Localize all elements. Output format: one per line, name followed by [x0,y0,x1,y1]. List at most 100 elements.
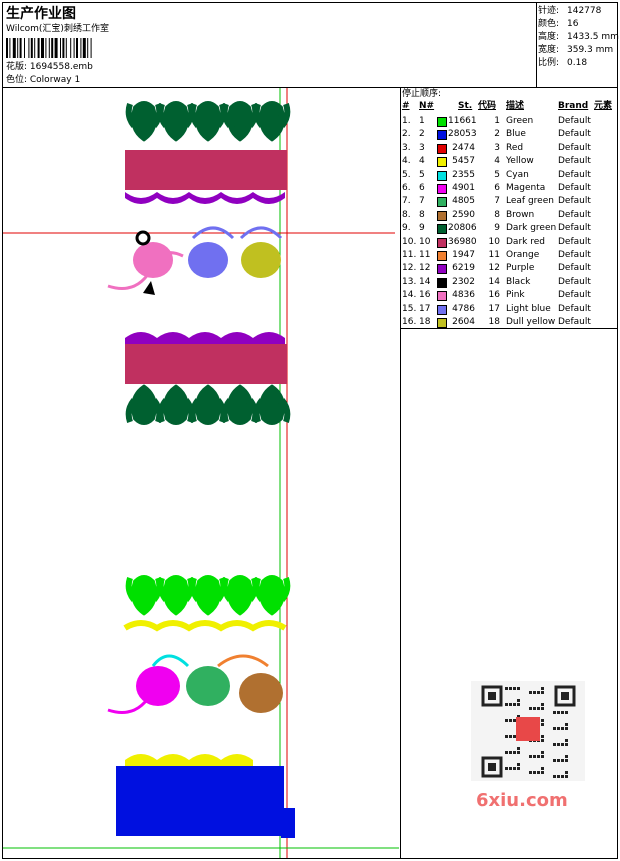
sequence-idx: 9. [402,223,411,234]
leaf-motif [125,101,163,142]
embroidery-preview [3,88,399,858]
sequence-st: 4805 [452,196,475,207]
color-swatch [437,291,447,302]
leaf-motif [189,384,227,425]
sequence-brand: Default [558,263,591,274]
sequence-brand: Default [558,169,591,180]
sequence-brand: Default [558,209,591,220]
leaf-motif [157,575,195,616]
sequence-brand: Default [558,142,591,153]
color-swatch [437,277,447,288]
sequence-n: 18 [419,317,431,327]
leaf-row-green [125,575,291,616]
seal-stamp [516,717,540,741]
leaf-row-2 [125,384,291,425]
sequence-st: 6219 [452,263,475,274]
color-swatch [437,237,447,248]
sequence-box [400,87,618,329]
sequence-idx: 14. [402,290,417,301]
design-file-label: 花版: 1694558.emb [6,62,93,72]
sequence-n: 8 [419,209,425,220]
color-swatch [437,264,447,275]
sequence-st: 36980 [448,236,477,247]
sequence-desc: Light blue [506,303,551,314]
sequence-brand: Default [558,317,591,327]
stat-label: 颜色: [538,19,560,29]
sequence-desc: Yellow [506,156,534,167]
sequence-st: 4836 [452,290,475,301]
sequence-st: 28053 [448,129,477,140]
sequence-brand: Default [558,223,591,234]
qr-code [471,681,585,781]
company-name: Wilcom(汇宝)刺绣工作室 [6,24,109,34]
sequence-st: 4786 [452,303,475,314]
sequence-code: 11 [488,250,500,260]
blue-lace-band [116,754,295,838]
sequence-desc: Leaf green [506,196,554,207]
sequence-n: 10 [419,236,431,247]
sequence-st: 20806 [448,223,477,234]
leaf-motif [157,101,195,142]
sequence-code: 14 [488,276,500,287]
design-area [2,87,401,859]
sequence-desc: Brown [506,209,535,220]
sequence-idx: 5. [402,169,411,180]
sequence-n: 17 [419,303,431,314]
stop-sequence-title: 停止顺序: [402,89,442,99]
sequence-code: 12 [488,263,500,274]
sequence-code: 9 [494,223,500,234]
stat-value: 1433.5 mm [567,32,619,42]
leaf-motif [221,101,259,142]
leaf-motif [221,575,259,616]
sequence-idx: 3. [402,142,411,153]
leaf-motif [253,101,291,142]
floral-row-1 [107,226,283,295]
sequence-n: 4 [419,156,425,167]
sequence-header: 描述 [506,101,525,111]
sequence-code: 8 [494,209,500,220]
color-swatch [437,197,447,208]
sequence-idx: 2. [402,129,411,140]
leaf-motif [189,575,227,616]
sequence-idx: 13. [402,276,417,287]
leaf-motif [253,575,291,616]
color-swatch [437,210,447,221]
sequence-header: 元素 [594,101,613,111]
stat-value: 16 [567,19,579,29]
sequence-idx: 11. [402,250,417,260]
sequence-st: 2355 [452,169,475,180]
sequence-idx: 15. [402,303,417,314]
sequence-st: 5457 [452,156,475,167]
sequence-brand: Default [558,116,591,126]
sequence-desc: Dark green [506,223,557,234]
color-swatch [437,224,447,235]
sequence-n: 2 [419,129,425,140]
sequence-desc: Dark red [506,236,545,247]
sequence-st: 4901 [452,183,475,193]
sequence-n: 5 [419,169,425,180]
sequence-desc: Pink [506,290,525,301]
sequence-brand: Default [558,250,591,260]
sequence-brand: Default [558,236,591,247]
sequence-header: # [402,101,410,111]
sequence-header: Brand [558,101,589,111]
sequence-idx: 1. [402,116,411,126]
color-swatch [437,117,447,127]
sequence-desc: Blue [506,129,526,140]
sequence-brand: Default [558,303,591,314]
color-swatch [437,304,447,315]
color-swatch [437,251,447,261]
leaf-motif [221,384,259,425]
color-swatch [437,143,447,154]
sequence-code: 3 [494,142,500,153]
sequence-code: 7 [494,196,500,207]
sequence-idx: 6. [402,183,411,193]
stat-label: 高度: [538,32,560,42]
color-swatch [437,318,447,328]
sequence-code: 1 [494,116,500,126]
sequence-idx: 8. [402,209,411,220]
sequence-st: 2604 [452,317,475,327]
sequence-st: 2302 [452,276,475,287]
stat-label: 宽度: [538,45,560,55]
scallop-band-1 [125,150,287,204]
